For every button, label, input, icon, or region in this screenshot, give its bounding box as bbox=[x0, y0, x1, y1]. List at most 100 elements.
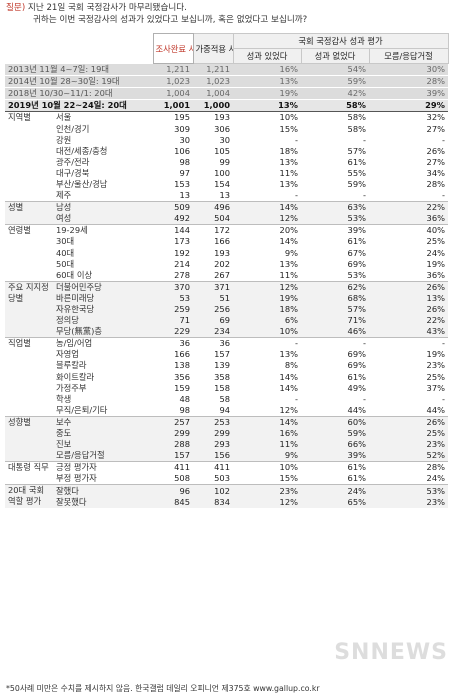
segment-row: 부정 평가자 508 503 15% 61% 24% bbox=[5, 473, 448, 485]
had-results-pct: 15% bbox=[279, 473, 298, 484]
category-label: 무직/은퇴/기타 bbox=[56, 404, 108, 415]
results-table: 조사완료 사례수 (명) 가중적용 사례수 (명) 국회 국정감사 성과 평가 … bbox=[5, 33, 449, 508]
dont-know-pct: - bbox=[442, 190, 445, 201]
had-results-pct: 19% bbox=[233, 292, 301, 304]
no-results-pct: 46% bbox=[301, 326, 369, 338]
dont-know-pct: 22% bbox=[369, 201, 448, 214]
had-results-pct: 11% bbox=[279, 167, 298, 178]
category-label: 잘못했다 bbox=[53, 496, 153, 508]
dont-know-pct: 36% bbox=[369, 213, 448, 225]
completed-count: 166 bbox=[174, 349, 190, 360]
no-results-pct: 42% bbox=[301, 87, 369, 101]
dont-know-pct: 26% bbox=[369, 280, 448, 293]
segment-row: 바른미래당 53 51 19% 68% 13% bbox=[5, 292, 448, 304]
weighted-count: 253 bbox=[193, 415, 233, 428]
weighted-count: 139 bbox=[214, 360, 230, 371]
segment-label: 주요 지지정당별 bbox=[5, 280, 53, 338]
no-results-pct: 69% bbox=[347, 360, 366, 371]
no-results-pct: 59% bbox=[347, 178, 366, 189]
weighted-count: 193 bbox=[214, 247, 230, 258]
completed-count: 259 bbox=[153, 303, 193, 316]
category-label: 제주 bbox=[56, 190, 72, 201]
no-results-pct: 61% bbox=[347, 236, 366, 247]
weighted-count: 293 bbox=[193, 439, 233, 451]
completed-count: 144 bbox=[153, 224, 193, 237]
no-results-pct: 57% bbox=[347, 145, 366, 156]
weighted-count: 202 bbox=[214, 258, 230, 269]
dont-know-pct: 52% bbox=[369, 450, 448, 462]
question-line-2: 귀하는 이번 국정감사의 성과가 있었다고 보십니까, 혹은 없었다고 보십니까… bbox=[33, 15, 308, 25]
category-label: 부정 평가자 bbox=[56, 473, 97, 484]
had-results-pct: 18% bbox=[279, 145, 298, 156]
weighted-count: 154 bbox=[214, 178, 230, 189]
completed-count: 173 bbox=[174, 236, 190, 247]
header-dont-know: 모름/응답거절 bbox=[368, 48, 449, 64]
dont-know-pct: 19% bbox=[426, 349, 445, 360]
had-results-pct: - bbox=[295, 190, 298, 201]
weighted-count: 100 bbox=[214, 167, 230, 178]
no-results-pct: 63% bbox=[301, 201, 369, 214]
weighted-count: 30 bbox=[219, 134, 230, 145]
category-label: 화이트칼라 bbox=[56, 371, 95, 382]
no-results-pct: 49% bbox=[347, 382, 366, 393]
had-results-pct: 13% bbox=[233, 99, 301, 113]
segment-row: 직업별 농/임/어업 36 36- - - bbox=[5, 337, 448, 417]
segment-row: 대통령 직무 긍정 평가자 411 411 10% 61% 28% bbox=[5, 461, 448, 485]
completed-count: 71 bbox=[153, 315, 193, 327]
completed-count: 48 bbox=[179, 393, 190, 404]
dont-know-pct: 26% bbox=[369, 415, 448, 428]
historical-row: 2018년 10/30~11/1: 20대 1,004 1,004 19% 42% 39% bbox=[5, 87, 448, 101]
had-results-pct: 12% bbox=[279, 404, 298, 415]
completed-count: 36 bbox=[153, 337, 193, 350]
no-results-pct: 39% bbox=[301, 450, 369, 462]
category-label: 대구/경북 bbox=[56, 167, 90, 178]
weighted-count: 69 bbox=[193, 315, 233, 327]
segment-row: 연령별 19-29세 144 172 20% 39% 40% bbox=[5, 224, 448, 282]
had-results-pct: 13% bbox=[279, 258, 298, 269]
category-label: 19-29세 bbox=[53, 224, 153, 237]
segment-row: 인천/경기 309 306 15% 58% 27% bbox=[5, 123, 448, 134]
no-results-pct: 61% bbox=[347, 156, 366, 167]
dont-know-pct: 53% bbox=[369, 484, 448, 497]
weighted-count: 358 bbox=[214, 371, 230, 382]
no-results-pct: - bbox=[363, 134, 366, 145]
had-results-pct: 14% bbox=[279, 371, 298, 382]
weighted-count: 411 bbox=[193, 461, 233, 474]
no-results-pct: 58% bbox=[301, 111, 369, 124]
completed-count: 309 bbox=[174, 123, 190, 134]
segment-row: 화이트칼라 356 358 14% 61% 25% bbox=[5, 372, 448, 383]
weighted-count: 105 bbox=[214, 145, 230, 156]
had-results-pct: 9% bbox=[233, 450, 301, 462]
dont-know-pct: 28% bbox=[369, 461, 448, 474]
no-results-pct: 39% bbox=[301, 224, 369, 237]
category-label: 30대 bbox=[56, 236, 75, 247]
weighted-count: 234 bbox=[193, 326, 233, 338]
no-results-pct: 67% bbox=[347, 247, 366, 258]
no-results-pct: 69% bbox=[347, 349, 366, 360]
segment-row: 지역별 서울 195 193 10% 58% 32% bbox=[5, 111, 448, 202]
segment-row: 자유한국당 259 256 18% 57% 26% bbox=[5, 303, 448, 316]
segment-row: 강원 30 30 - - - bbox=[5, 135, 448, 146]
segment-row: 40대 192 193 9% 67% 24% bbox=[5, 248, 448, 259]
completed-count: 1,001 bbox=[153, 99, 193, 113]
had-results-pct: 20% bbox=[233, 224, 301, 237]
no-results-pct: 66% bbox=[301, 439, 369, 451]
dont-know-pct: 24% bbox=[426, 247, 445, 258]
no-results-pct: 61% bbox=[301, 461, 369, 474]
completed-count: 1,004 bbox=[153, 87, 193, 101]
category-label: 자영업 bbox=[56, 349, 79, 360]
no-results-pct: - bbox=[363, 190, 366, 201]
completed-count: 1,211 bbox=[153, 63, 193, 77]
category-label: 잘했다 bbox=[53, 484, 153, 497]
weighted-count: 299 bbox=[193, 428, 233, 440]
no-results-pct: 65% bbox=[301, 496, 369, 508]
results-table-body: 2013년 11월 4~7일: 19대 1,211 1,211 16% 54% 30% 20… bbox=[5, 63, 448, 508]
completed-count: 98 bbox=[179, 404, 190, 415]
had-results-pct: - bbox=[233, 337, 301, 350]
dont-know-pct: 26% bbox=[369, 303, 448, 316]
no-results-pct: 60% bbox=[301, 415, 369, 428]
completed-count: 356 bbox=[174, 371, 190, 382]
completed-count: 106 bbox=[174, 145, 190, 156]
no-results-pct: 44% bbox=[347, 404, 366, 415]
completed-count: 1,023 bbox=[153, 75, 193, 89]
